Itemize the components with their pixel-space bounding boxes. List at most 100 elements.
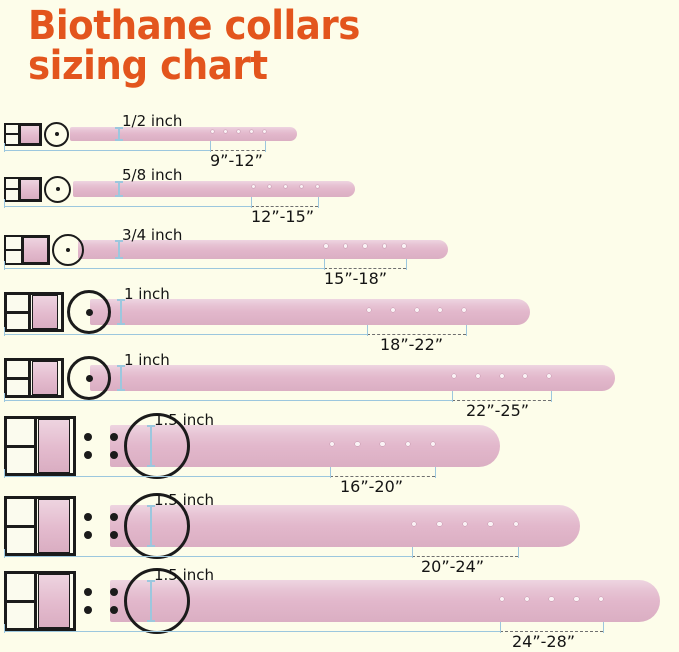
- adjustment-hole: [438, 308, 443, 312]
- length-tick-start: [4, 327, 5, 336]
- buckle-rivet: [110, 432, 118, 441]
- adjustment-hole: [547, 374, 551, 378]
- buckle-midbar: [6, 188, 18, 190]
- length-tick-start: [4, 393, 5, 402]
- buckle-rivet: [110, 606, 118, 615]
- collar-strap: [90, 299, 530, 325]
- width-dimension-cap-top: [117, 365, 125, 367]
- length-dimension-line: [4, 476, 330, 477]
- buckle-midbar: [7, 376, 28, 380]
- adjustment-hole: [598, 596, 604, 602]
- adjustment-hole: [462, 521, 468, 527]
- width-dimension-cap-bottom: [147, 620, 155, 622]
- adjustment-hole: [523, 374, 528, 378]
- width-dimension-cap-top: [147, 580, 155, 582]
- length-tick-start: [4, 469, 5, 478]
- range-tick-start: [452, 391, 453, 402]
- width-dimension-cap-top: [115, 240, 123, 242]
- buckle-crossbar: [34, 499, 37, 553]
- collar-strap: [78, 240, 448, 259]
- adjustment-hole: [437, 521, 442, 527]
- range-tick-end: [406, 259, 407, 270]
- width-dimension-line: [120, 365, 122, 391]
- width-dimension-line: [150, 505, 152, 547]
- adjustment-hole: [363, 244, 367, 248]
- width-dimension-line: [118, 127, 120, 141]
- buckle-tongue: [38, 499, 70, 553]
- adjustment-hole: [488, 521, 493, 527]
- buckle-tongue: [38, 419, 70, 473]
- adjustment-hole: [355, 441, 360, 447]
- adjustment-hole: [380, 441, 385, 447]
- adjustment-hole: [236, 129, 240, 133]
- length-tick-start: [4, 261, 5, 270]
- adjustment-hole: [405, 441, 410, 447]
- width-dimension-line: [118, 181, 120, 197]
- range-dimension-dashes: [500, 631, 603, 632]
- adjustment-hole: [262, 129, 266, 133]
- d-ring: [124, 493, 190, 559]
- adjustment-hole: [267, 184, 271, 188]
- adjustment-hole: [390, 308, 395, 312]
- range-dimension-dashes: [367, 334, 466, 335]
- width-label: 1.5 inch: [154, 566, 215, 584]
- range-tick-end: [318, 197, 319, 208]
- buckle-tongue: [19, 178, 40, 200]
- adjustment-hole: [324, 244, 328, 248]
- buckle-tongue: [32, 361, 58, 395]
- range-dimension-dashes: [412, 556, 518, 557]
- width-dimension-cap-top: [115, 127, 123, 129]
- length-dimension-line: [4, 150, 210, 151]
- adjustment-hole: [210, 129, 214, 133]
- range-dimension-dashes: [210, 150, 265, 151]
- range-tick-start: [210, 141, 211, 152]
- length-tick-start: [4, 549, 5, 558]
- adjustment-hole: [367, 308, 371, 312]
- width-label: 3/4 inch: [122, 226, 183, 244]
- adjustment-hole: [315, 184, 319, 188]
- length-dimension-line: [4, 334, 367, 335]
- width-label: 1 inch: [124, 285, 170, 303]
- adjustment-hole: [414, 308, 419, 312]
- width-dimension-cap-bottom: [117, 389, 125, 391]
- buckle-rivet: [84, 531, 92, 540]
- buckle-crossbar: [34, 419, 37, 473]
- buckle-tongue: [19, 124, 40, 144]
- adjustment-hole: [462, 308, 466, 312]
- width-dimension-line: [150, 425, 152, 467]
- buckle-rivet: [84, 512, 92, 521]
- width-dimension-cap-bottom: [115, 195, 123, 197]
- d-ring-center: [85, 374, 93, 382]
- width-dimension-cap-bottom: [147, 465, 155, 467]
- range-tick-end: [265, 141, 266, 152]
- buckle-midbar: [7, 524, 34, 528]
- adjustment-hole: [343, 244, 348, 248]
- range-tick-start: [330, 467, 331, 478]
- d-ring: [44, 121, 69, 147]
- adjustment-hole: [402, 244, 406, 248]
- range-tick-end: [466, 325, 467, 336]
- d-ring: [52, 233, 84, 266]
- buckle-rivet: [110, 451, 118, 460]
- adjustment-hole: [452, 374, 456, 378]
- length-dimension-line: [4, 556, 412, 557]
- adjustment-hole: [499, 374, 504, 378]
- buckle-rivet: [110, 531, 118, 540]
- buckle-crossbar: [34, 574, 37, 628]
- adjustment-hole: [223, 129, 227, 133]
- length-tick-start: [4, 143, 5, 152]
- width-dimension-cap-top: [147, 505, 155, 507]
- width-dimension-cap-bottom: [115, 139, 123, 141]
- adjustment-hole: [382, 244, 387, 248]
- range-dimension-dashes: [251, 206, 318, 207]
- buckle-midbar: [6, 248, 21, 251]
- length-tick-start: [4, 199, 5, 208]
- buckle-rivet: [84, 606, 92, 615]
- range-tick-end: [603, 622, 604, 633]
- width-dimension-line: [150, 580, 152, 622]
- range-label: 12”-15”: [251, 207, 315, 226]
- d-ring: [44, 175, 71, 203]
- d-ring: [124, 413, 190, 479]
- buckle-midbar: [7, 310, 28, 314]
